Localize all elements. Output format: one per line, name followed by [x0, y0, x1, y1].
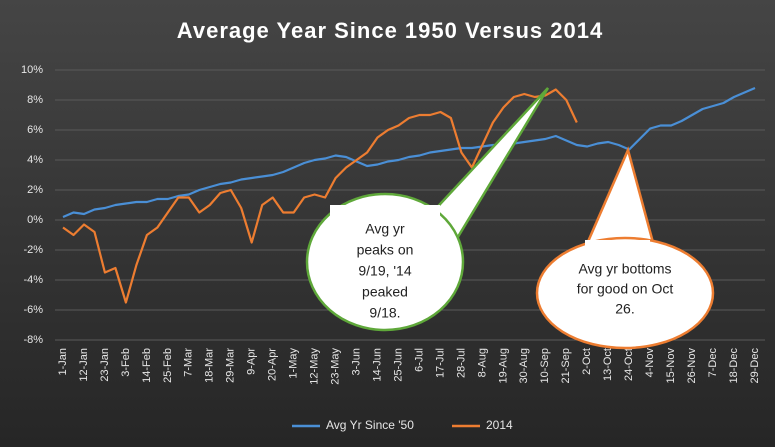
- callout-text: 9/18.: [369, 305, 400, 321]
- callout-text: Avg yr bottoms: [578, 261, 671, 277]
- x-tick-label: 18-Dec: [728, 348, 740, 384]
- y-tick-label: -2%: [23, 244, 43, 256]
- x-tick-label: 29-Mar: [225, 348, 237, 383]
- x-tick-label: 21-Sep: [560, 348, 572, 383]
- callout-text: peaks on: [357, 242, 414, 258]
- x-tick-label: 9-Apr: [246, 348, 258, 375]
- x-tick-label: 23-Jan: [99, 348, 111, 382]
- callout-bubble: [535, 236, 715, 350]
- y-tick-label: 0%: [27, 214, 43, 226]
- callout-text: 26.: [615, 301, 634, 317]
- x-tick-label: 2-Oct: [581, 348, 593, 375]
- x-tick-label: 3-Jun: [350, 348, 362, 376]
- chart-title: Average Year Since 1950 Versus 2014: [177, 18, 603, 43]
- x-tick-label: 4-Nov: [644, 348, 656, 378]
- x-tick-label: 7-Mar: [183, 348, 195, 377]
- x-tick-label: 12-Jan: [78, 348, 90, 382]
- y-tick-label: 4%: [27, 154, 43, 166]
- y-tick-label: -8%: [23, 334, 43, 346]
- x-tick-label: 14-Feb: [141, 348, 153, 383]
- y-tick-label: 10%: [21, 64, 43, 76]
- y-tick-label: 8%: [27, 94, 43, 106]
- series-line: [62, 86, 756, 219]
- x-tick-label: 25-Feb: [162, 348, 174, 383]
- x-tick-label: 23-May: [330, 348, 342, 385]
- x-tick-label: 14-Jun: [371, 348, 383, 382]
- x-tick-label: 10-Sep: [539, 348, 551, 383]
- x-tick-label: 19-Aug: [497, 348, 509, 383]
- x-tick-label: 24-Oct: [623, 348, 635, 381]
- callout-text: for good on Oct: [577, 281, 674, 297]
- y-tick-label: -6%: [23, 304, 43, 316]
- y-tick-label: 6%: [27, 124, 43, 136]
- lines: [62, 86, 756, 304]
- x-tick-label: 29-Dec: [749, 348, 761, 384]
- y-tick-label: 2%: [27, 184, 43, 196]
- y-tick-label: -4%: [23, 274, 43, 286]
- x-tick-label: 6-Jul: [413, 348, 425, 372]
- x-tick-label: 12-May: [309, 348, 321, 385]
- callout-text: peaked: [362, 284, 408, 300]
- x-tick-label: 26-Nov: [686, 348, 698, 384]
- x-tick-label: 17-Jul: [434, 348, 446, 378]
- x-tick-label: 1-Jan: [57, 348, 69, 376]
- x-tick-label: 28-Jul: [455, 348, 467, 378]
- legend-label: Avg Yr Since '50: [326, 418, 414, 432]
- callout-fill: [585, 240, 650, 260]
- legend-label: 2014: [486, 418, 513, 432]
- x-tick-label: 8-Aug: [476, 348, 488, 377]
- callout-text: 9/19, '14: [358, 263, 411, 279]
- x-tick-label: 13-Oct: [602, 348, 614, 381]
- x-tick-label: 30-Aug: [518, 348, 530, 383]
- callout-fill: [330, 205, 440, 235]
- x-tick-label: 3-Feb: [120, 348, 132, 377]
- x-tick-label: 15-Nov: [665, 348, 677, 384]
- callout-text: Avg yr: [365, 221, 405, 237]
- series-line: [62, 88, 578, 304]
- x-tick-label: 7-Dec: [707, 348, 719, 378]
- legend: Avg Yr Since '50 2014: [292, 418, 513, 432]
- callouts: Avg yr peaks on 9/19, '14 peaked 9/18. Avg yr…: [305, 87, 715, 350]
- x-tick-label: 20-Apr: [267, 348, 279, 381]
- x-tick-label: 25-Jun: [392, 348, 404, 382]
- x-tick-label: 18-Mar: [204, 348, 216, 383]
- x-tick-label: 1-May: [288, 348, 300, 379]
